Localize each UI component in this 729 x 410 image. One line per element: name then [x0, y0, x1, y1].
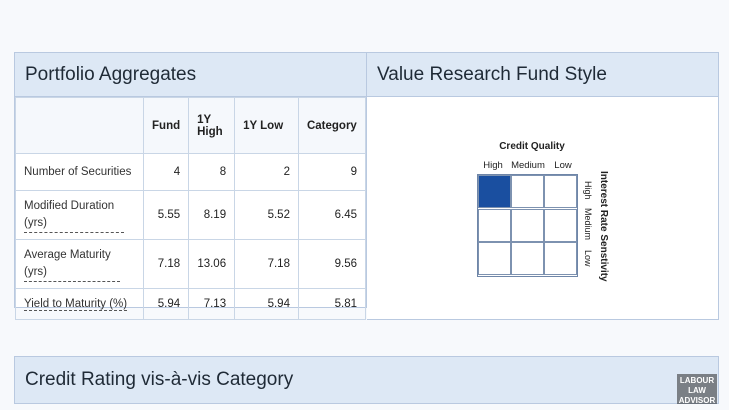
style-grid [477, 174, 578, 277]
interest-level-high: High [583, 181, 593, 200]
column-header-metric [14, 97, 145, 154]
cell-value: 5.55 [143, 190, 190, 240]
row-label-number-of-securities: Number of Securities [14, 153, 145, 191]
cell-value: 5.94 [143, 288, 190, 320]
row-label-yield-to-maturity[interactable]: Yield to Maturity (%) [14, 288, 145, 320]
credit-level-medium: Medium [511, 160, 545, 171]
column-header-1y-high: 1Y High [188, 97, 236, 154]
cell-value: 8 [188, 153, 236, 191]
credit-rating-title: Credit Rating vis-à-vis Category [15, 357, 718, 403]
cell-value: 8.19 [188, 190, 236, 240]
column-header-1y-low: 1Y Low [234, 97, 299, 154]
cell-value: 13.06 [188, 239, 236, 289]
column-header-fund: Fund [143, 97, 190, 154]
row-label-modified-duration[interactable]: Modified Duration (yrs) [14, 190, 145, 240]
cell-value: 7.18 [143, 239, 190, 289]
row-label-average-maturity[interactable]: Average Maturity (yrs) [14, 239, 145, 289]
style-grid-cell [544, 208, 577, 242]
fund-style-title: Value Research Fund Style [367, 53, 718, 97]
cell-value: 7.18 [234, 239, 299, 289]
table-row: Number of Securities 4 8 2 9 [14, 153, 367, 191]
cell-value: 5.94 [234, 288, 299, 320]
cell-value: 9.56 [297, 239, 367, 289]
table-row: Yield to Maturity (%) 5.94 7.13 5.94 5.8… [14, 288, 367, 320]
interest-level-medium: Medium [583, 208, 593, 241]
cell-value: 5.52 [234, 190, 299, 240]
credit-level-high: High [483, 160, 503, 171]
fund-style-panel: Value Research Fund Style Credit Quality… [367, 52, 719, 320]
table-row: Modified Duration (yrs) 5.55 8.19 5.52 6… [14, 190, 367, 240]
cell-value: 4 [143, 153, 190, 191]
interest-level-low: Low [583, 250, 593, 267]
credit-rating-panel: Credit Rating vis-à-vis Category [14, 356, 719, 404]
style-grid-cell [478, 242, 511, 275]
interest-rate-sensitivity-label: Interest Rate Senstivity [598, 170, 609, 282]
credit-quality-label: Credit Quality [499, 141, 565, 152]
cell-value: 9 [297, 153, 367, 191]
cell-value: 6.45 [297, 190, 367, 240]
style-grid-cell [478, 208, 511, 242]
style-grid-cell [511, 175, 544, 208]
interest-rate-levels: High Medium Low [581, 174, 593, 275]
credit-level-low: Low [554, 160, 572, 171]
style-grid-cell [511, 208, 544, 242]
table-row: Average Maturity (yrs) 7.18 13.06 7.18 9… [14, 239, 367, 289]
watermark-logo: LABOUR LAW ADVISOR [677, 374, 717, 405]
cell-value: 2 [234, 153, 299, 191]
portfolio-aggregates-panel: Portfolio Aggregates Fund 1Y High 1Y Low… [14, 52, 367, 320]
style-box: Credit Quality High Medium Low High Medi… [477, 141, 627, 281]
column-header-category: Category [297, 97, 367, 154]
style-grid-cell [511, 242, 544, 275]
portfolio-aggregates-title: Portfolio Aggregates [15, 53, 366, 97]
style-grid-cell [544, 175, 577, 208]
cell-value: 7.13 [188, 288, 236, 320]
style-grid-cell [544, 242, 577, 275]
portfolio-aggregates-table: Fund 1Y High 1Y Low Category Number of S… [14, 97, 367, 320]
style-grid-cell [478, 175, 511, 208]
cell-value: 5.81 [297, 288, 367, 320]
